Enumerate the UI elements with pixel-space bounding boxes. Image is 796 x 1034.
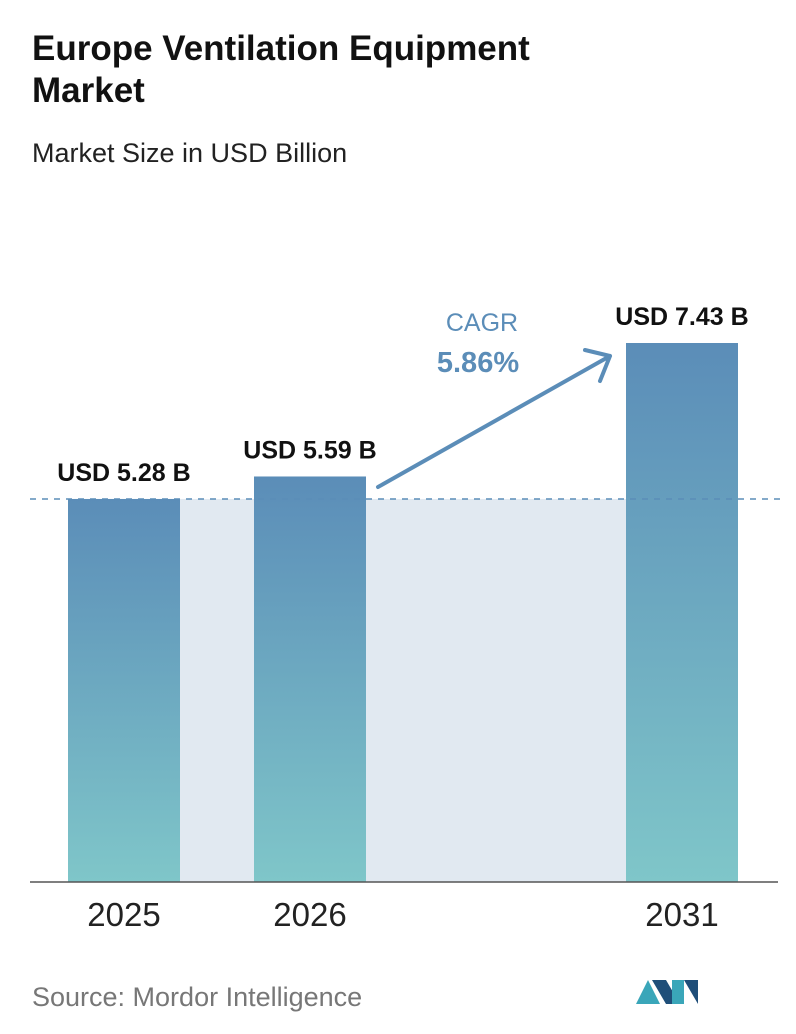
chart-subtitle: Market Size in USD Billion [32, 138, 347, 168]
source: Source: Mordor Intelligence [32, 982, 362, 1012]
x-tick-label: 2025 [87, 896, 160, 933]
logo [636, 980, 698, 1004]
value-label: USD 5.28 B [57, 459, 190, 487]
chart-title: Europe Ventilation Equipment Market [32, 29, 530, 110]
cagr-arrow [376, 348, 612, 489]
x-tick-label: 2031 [645, 896, 718, 933]
plot-area: USD 5.28 B 2025 USD 5.59 B 2026 USD 7.43 B 20… [30, 303, 782, 933]
bar [68, 498, 180, 882]
value-label: USD 7.43 B [615, 303, 748, 331]
bar [626, 343, 738, 882]
x-tick-label: 2026 [273, 896, 346, 933]
value-label: USD 5.59 B [243, 436, 376, 464]
cagr-label: CAGR [446, 309, 518, 337]
bar [254, 476, 366, 882]
cagr-value: 5.86% [437, 347, 519, 379]
